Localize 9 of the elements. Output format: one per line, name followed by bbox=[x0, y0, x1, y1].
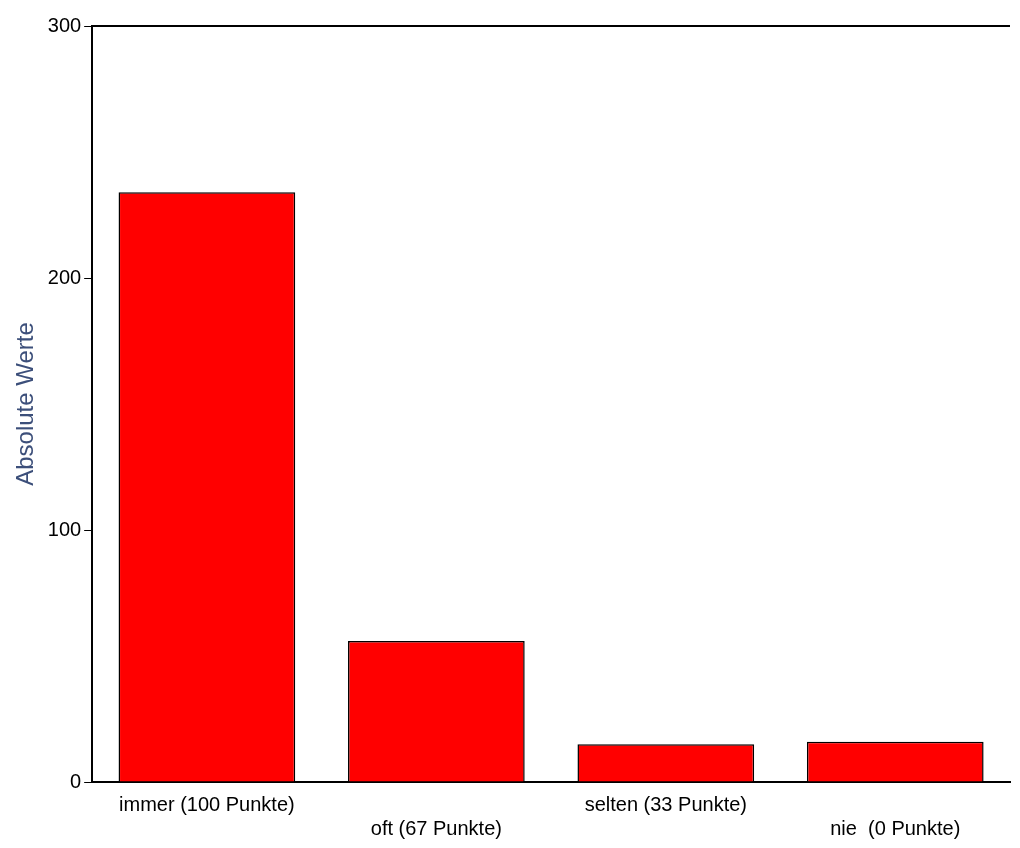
x-tick-label: selten (33 Punkte) bbox=[584, 792, 747, 815]
y-tick-label: 300 bbox=[47, 13, 82, 36]
y-tick-label: 200 bbox=[47, 265, 82, 288]
y-tick-label: 0 bbox=[70, 769, 82, 792]
y-axis-title: Absolute Werte bbox=[11, 322, 39, 486]
y-tick-label: 100 bbox=[47, 517, 82, 540]
x-tick-label: immer (100 Punkte) bbox=[119, 792, 295, 815]
x-tick-label: nie (0 Punkte) bbox=[830, 816, 961, 839]
x-tick-label: oft (67 Punkte) bbox=[370, 816, 502, 839]
